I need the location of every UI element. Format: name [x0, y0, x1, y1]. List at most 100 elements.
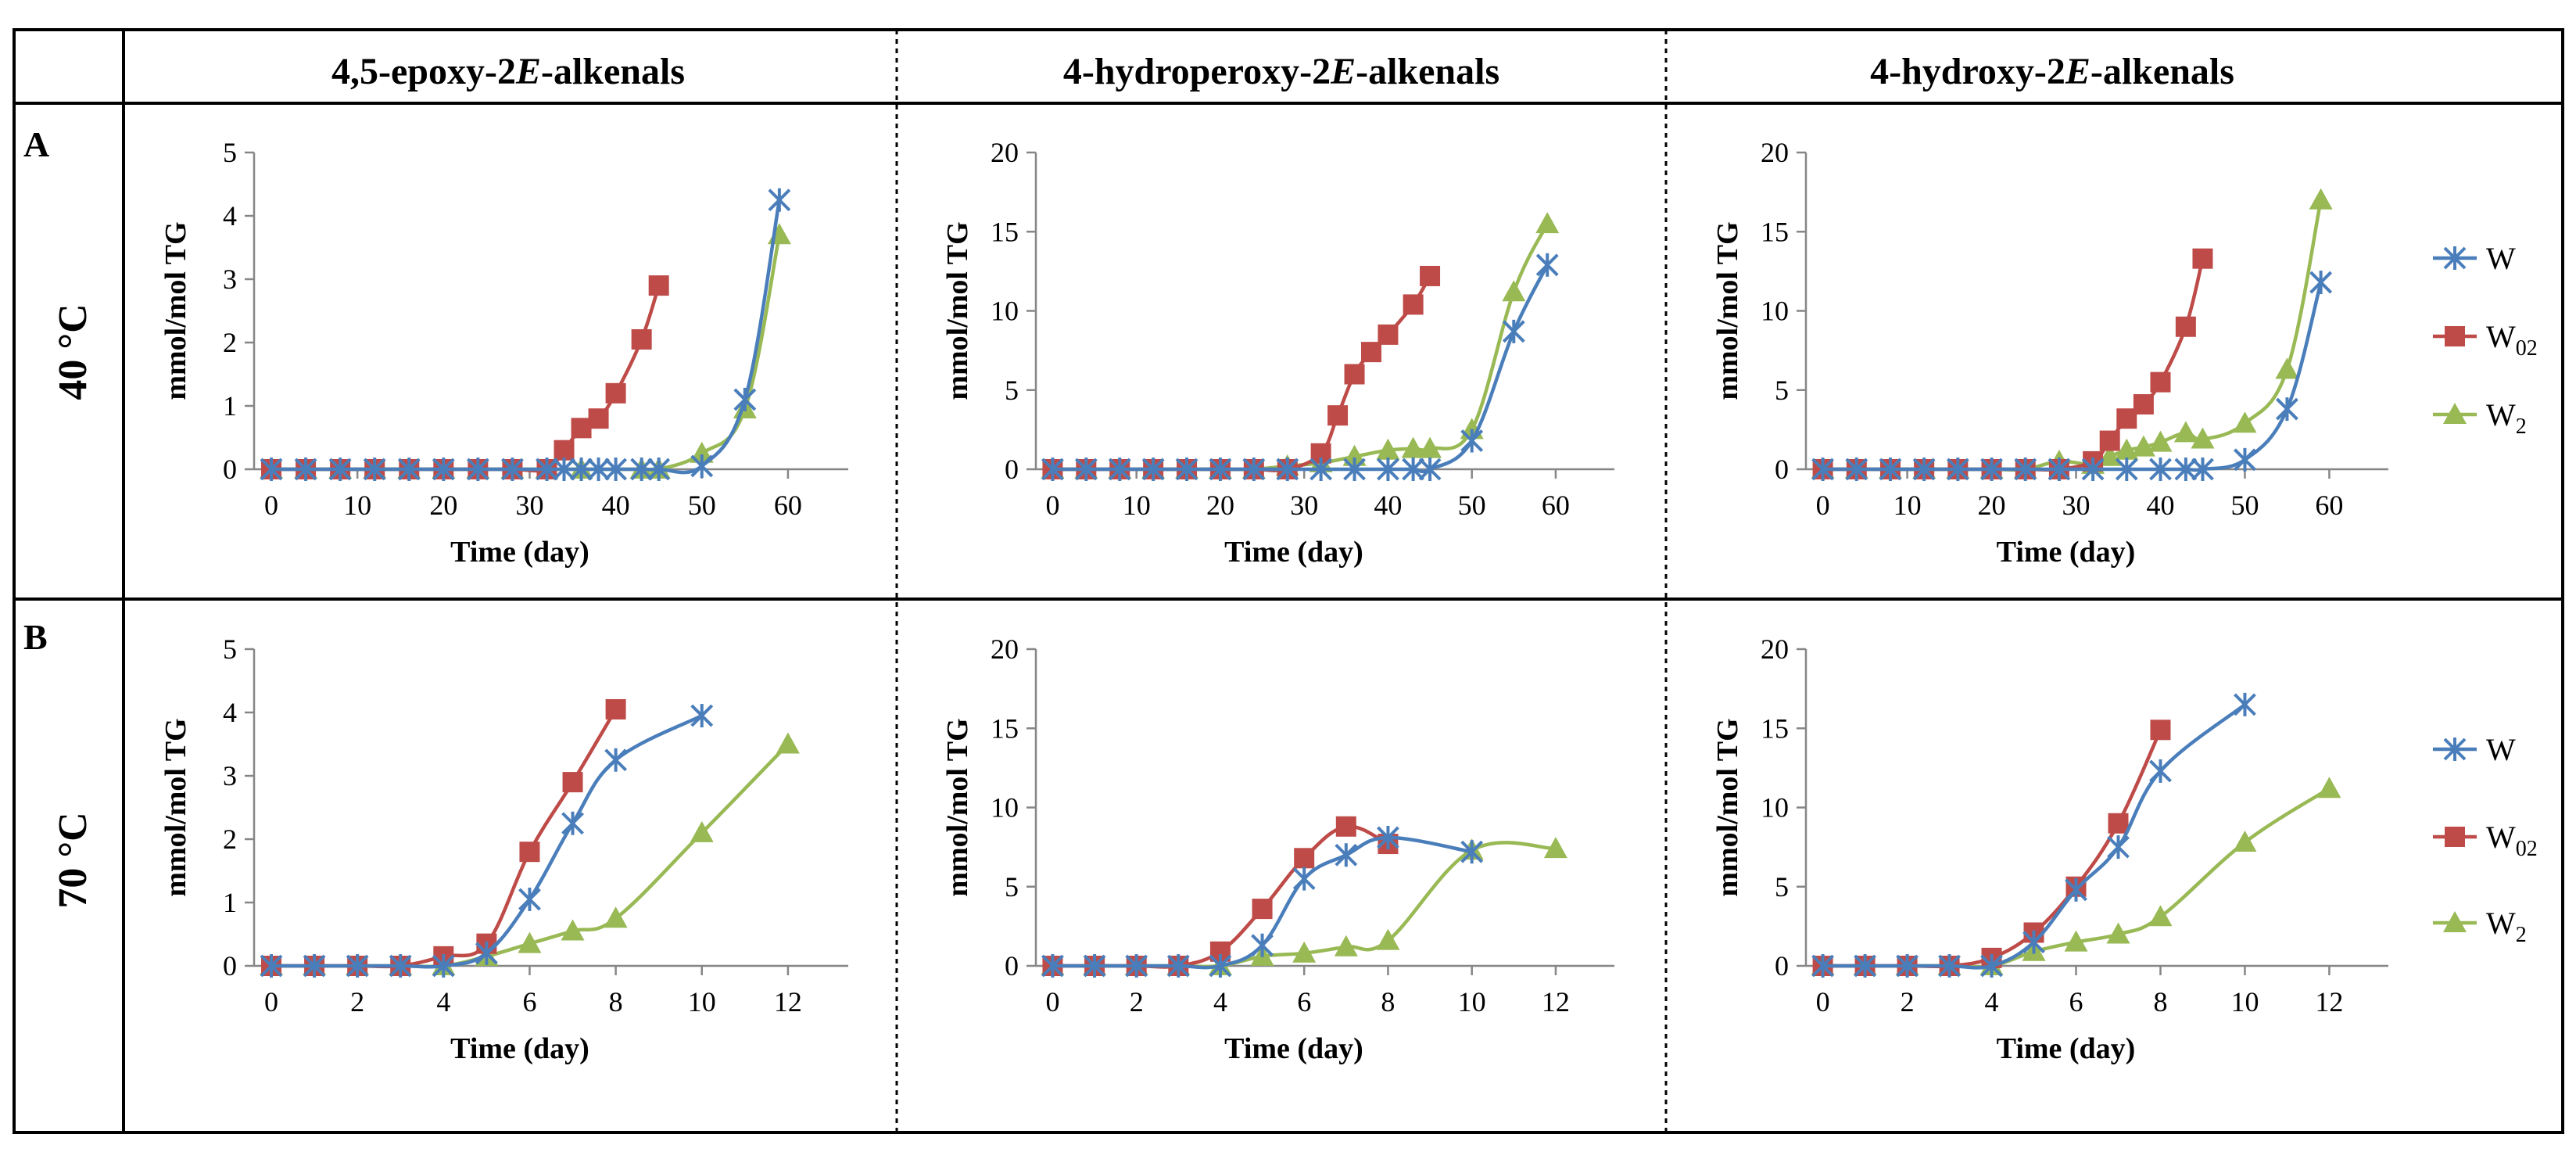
data-point-W [1125, 954, 1148, 978]
data-point-W02 [2192, 248, 2213, 269]
x-axis-title: Time (day) [1997, 536, 2136, 569]
y-axis-title: mmol/mol TG [941, 718, 974, 896]
data-point-W [2014, 458, 2037, 481]
y-tick-label: 15 [1761, 216, 1789, 247]
y-tick-label: 15 [1761, 712, 1789, 744]
x-tick-label: 4 [436, 986, 450, 1017]
data-point-W [1343, 458, 1366, 481]
data-point-W [690, 454, 714, 478]
data-point-W [1251, 933, 1274, 957]
data-point-W [1242, 458, 1266, 481]
data-point-W [1083, 954, 1106, 978]
y-axis-title: mmol/mol TG [159, 718, 192, 896]
data-point-W [1912, 458, 1936, 481]
data-point-W [2234, 447, 2256, 472]
data-point-W2 [1543, 837, 1567, 859]
data-point-W [397, 458, 421, 481]
data-point-W [768, 188, 791, 212]
chart-r1-c2: 0 5 10 15 20 0 2 4 6 8 10 12 Time (day) mmol/mol TG [1711, 633, 2388, 1065]
data-point-W [2048, 458, 2071, 481]
data-point-W2 [1292, 941, 1317, 963]
legend-label: W02 [2486, 319, 2538, 361]
data-point-W02 [1335, 816, 1356, 837]
x-tick-label: 20 [1206, 490, 1234, 521]
data-point-W [2081, 458, 2105, 481]
legend-item-W2: W2 [2433, 397, 2527, 439]
y-tick-label: 1 [223, 887, 237, 918]
x-tick-label: 60 [774, 490, 802, 521]
data-point-W2 [2148, 905, 2173, 927]
data-point-W [1276, 458, 1299, 481]
data-point-W [475, 941, 498, 965]
data-point-W2 [2115, 438, 2139, 460]
x-tick-label: 2 [1130, 986, 1144, 1017]
series-line-W02 [1822, 258, 2205, 472]
data-point-W [1074, 458, 1098, 481]
data-point-W [1845, 458, 1868, 481]
data-point-W02 [1378, 324, 1399, 345]
data-point-W02 [519, 842, 540, 863]
y-tick-label: 10 [1761, 296, 1789, 327]
data-point-W [2234, 692, 2256, 716]
y-tick-label: 3 [223, 264, 237, 295]
data-point-W2 [518, 931, 542, 953]
data-point-W02 [588, 408, 609, 429]
data-point-W2 [776, 732, 800, 754]
y-tick-label: 10 [1761, 792, 1789, 824]
x-tick-label: 30 [515, 490, 543, 521]
data-point-W [1309, 458, 1333, 481]
y-tick-label: 0 [1775, 950, 1789, 982]
data-point-W [389, 954, 412, 978]
y-tick-label: 2 [223, 824, 237, 855]
data-point-W [346, 954, 369, 978]
series-line-W2 [271, 234, 782, 472]
data-point-W [1041, 954, 1064, 978]
x-tick-label: 50 [2230, 490, 2259, 521]
legend-label: W [2486, 732, 2516, 767]
data-point-W2 [2191, 427, 2215, 449]
data-point-W [2191, 458, 2214, 481]
data-point-W [536, 458, 558, 481]
row-label-b: B [23, 617, 48, 657]
data-point-W [1175, 458, 1198, 481]
data-point-W [1854, 954, 1876, 978]
legend-row-1: W W02 W2 [2433, 732, 2538, 947]
data-point-W2 [690, 820, 714, 842]
data-point-W [466, 458, 489, 481]
y-axis-title: mmol/mol TG [1711, 718, 1744, 896]
y-tick-label: 5 [223, 633, 237, 665]
data-point-W [1946, 458, 1969, 481]
y-tick-label: 0 [1775, 454, 1789, 485]
legend-marker [2443, 403, 2467, 424]
data-point-W02 [2133, 393, 2154, 415]
x-axis-title: Time (day) [1997, 1032, 2136, 1065]
y-tick-label: 5 [1005, 871, 1019, 903]
x-tick-label: 50 [688, 490, 716, 521]
series-line-W02 [271, 285, 661, 473]
x-tick-label: 4 [1213, 986, 1227, 1017]
y-tick-label: 3 [223, 760, 237, 791]
y-tick-label: 1 [223, 390, 237, 422]
y-tick-label: 4 [223, 200, 237, 231]
data-point-W [1377, 458, 1399, 481]
data-point-W02 [631, 328, 652, 350]
x-tick-label: 6 [2069, 986, 2083, 1017]
y-tick-label: 4 [223, 697, 237, 728]
row-label-a: A [23, 124, 49, 164]
y-tick-label: 5 [1005, 375, 1019, 406]
data-point-W [2107, 835, 2130, 860]
data-point-W2 [2173, 421, 2198, 443]
data-point-W02 [554, 440, 575, 461]
y-tick-label: 5 [1775, 375, 1789, 406]
data-point-W [2115, 458, 2138, 481]
y-tick-label: 20 [1761, 137, 1789, 168]
chart-r1-c1: 0 5 10 15 20 0 2 4 6 8 10 12 Time (day) mmol/mol TG [941, 633, 1614, 1065]
x-tick-label: 10 [1458, 986, 1486, 1017]
data-point-W [1460, 840, 1484, 864]
x-tick-label: 0 [1045, 490, 1059, 521]
data-point-W [1166, 954, 1190, 978]
data-point-W [647, 458, 671, 481]
data-point-W2 [690, 441, 714, 463]
data-point-W2 [1342, 444, 1367, 466]
